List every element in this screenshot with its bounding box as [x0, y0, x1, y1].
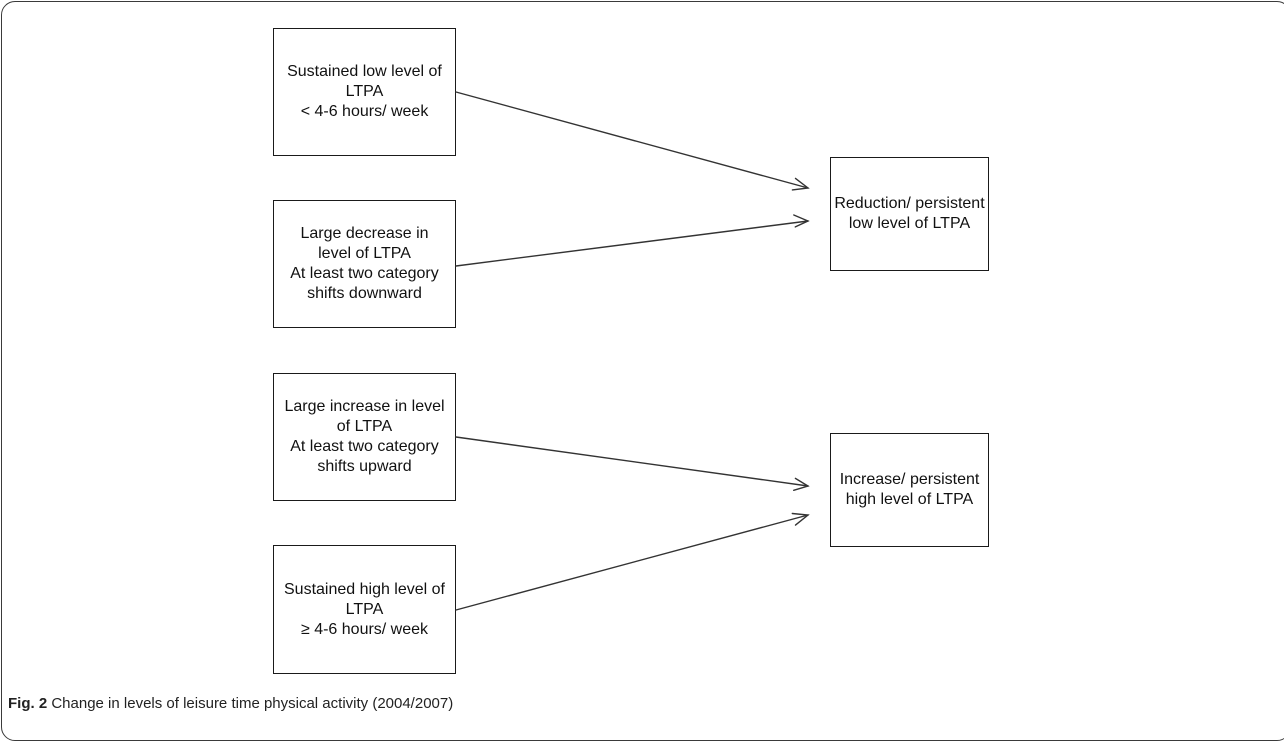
- figure-caption: Fig. 2 Change in levels of leisure time …: [8, 695, 453, 712]
- node-text-line: Sustained low level of: [287, 63, 442, 80]
- arrow-sustained-high-to-increase: [455, 512, 810, 611]
- node-text-line: of LTPA: [336, 418, 393, 435]
- node-text-line: At least two category: [290, 265, 439, 282]
- node-text-line: Large decrease in: [300, 225, 429, 242]
- node-text-line: Increase/ persistent: [839, 471, 980, 488]
- node-text-line: At least two category: [290, 438, 439, 455]
- node-large-decrease: Large decrease in level of LTPA At least…: [273, 200, 456, 328]
- node-increase-outcome: Increase/ persistent high level of LTPA: [830, 433, 989, 547]
- node-text-line: Large increase in level: [284, 398, 445, 415]
- node-text-line: low level of LTPA: [848, 215, 971, 232]
- node-text-line: high level of LTPA: [845, 491, 974, 508]
- node-text-line: < 4-6 hours/ week: [300, 103, 429, 120]
- node-sustained-high: Sustained high level of LTPA ≥ 4-6 hours…: [273, 545, 456, 674]
- arrow-sustained-low-to-reduction: [455, 91, 810, 191]
- node-text-line: Reduction/ persistent: [834, 195, 985, 212]
- arrow-large-decrease-to-reduction: [455, 214, 810, 267]
- node-text-line: shifts upward: [317, 458, 412, 475]
- node-large-increase: Large increase in level of LTPA At least…: [273, 373, 456, 501]
- node-text-line: ≥ 4-6 hours/ week: [300, 620, 429, 638]
- arrow-large-increase-to-increase: [455, 436, 810, 491]
- node-text-line: LTPA: [345, 600, 384, 618]
- node-text-line: LTPA: [345, 83, 384, 100]
- node-sustained-low: Sustained low level of LTPA < 4-6 hours/…: [273, 28, 456, 156]
- arrows-layer: [455, 91, 810, 611]
- figure-label: Fig. 2: [8, 695, 48, 712]
- node-text-line: level of LTPA: [318, 245, 411, 262]
- figure-caption-text: Change in levels of leisure time physica…: [51, 695, 454, 712]
- node-reduction-outcome: Reduction/ persistent low level of LTPA: [830, 157, 989, 271]
- node-text-line: Sustained high level of: [284, 580, 445, 598]
- node-text-line: shifts downward: [307, 285, 422, 302]
